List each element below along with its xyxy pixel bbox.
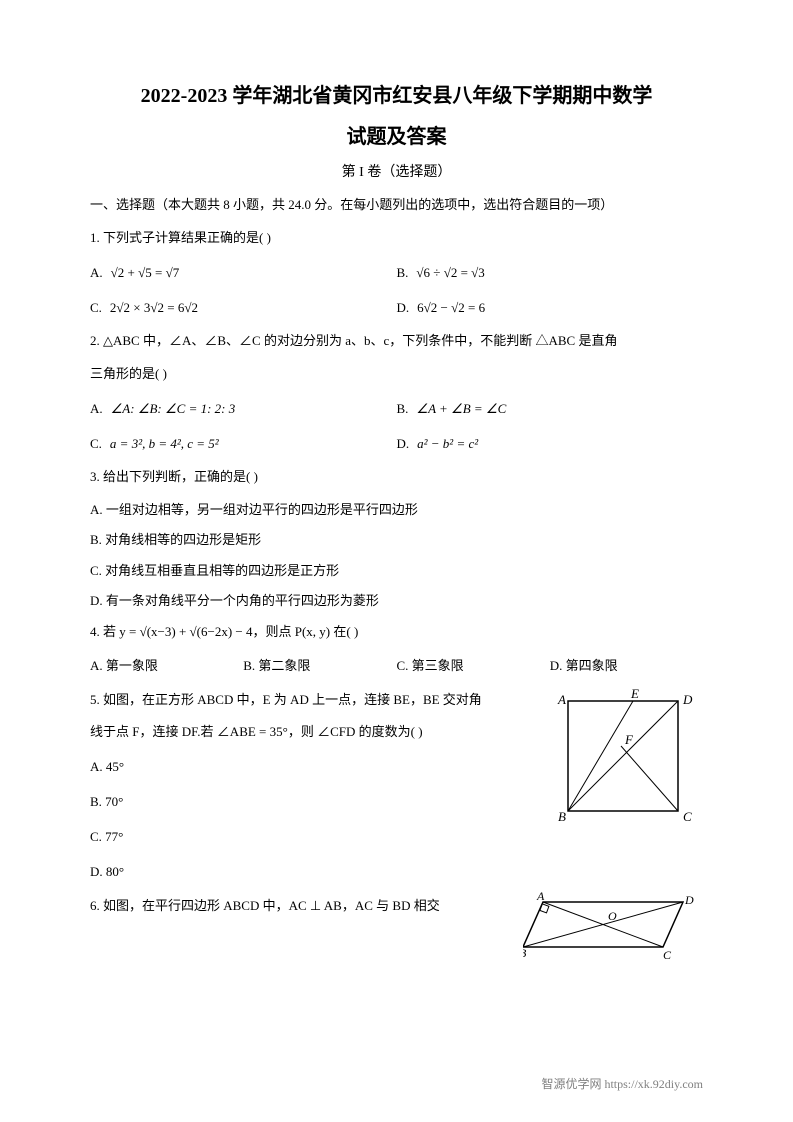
q3-stem: 3. 给出下列判断，正确的是( ) [90, 463, 703, 492]
q2-option-a: A.∠A: ∠B: ∠C = 1: 2: 3 [90, 393, 397, 424]
svg-text:B: B [523, 946, 527, 960]
q5-line1: 5. 如图，在正方形 ABCD 中，E 为 AD 上一点，连接 BE，BE 交对… [90, 686, 510, 715]
svg-text:A: A [557, 692, 566, 707]
q1-options-row2: C.2√2 × 3√2 = 6√2 D.6√2 − √2 = 6 [90, 292, 703, 323]
svg-text:F: F [624, 732, 634, 747]
footer: 智源优学网 https://xk.92diy.com [541, 1075, 703, 1092]
q1-stem: 1. 下列式子计算结果正确的是( ) [90, 224, 703, 253]
q2-option-b: B.∠A + ∠B = ∠C [397, 393, 704, 424]
q1-option-d: D.6√2 − √2 = 6 [397, 292, 704, 323]
q3-option-c: C. 对角线互相垂直且相等的四边形是正方形 [90, 557, 703, 586]
q1-option-a: A.√2 + √5 = √7 [90, 257, 397, 288]
q6-figure: A D B C O [523, 892, 703, 967]
title-line1: 2022-2023 学年湖北省黄冈市红安县八年级下学期期中数学 [90, 80, 703, 112]
q2-stem-pre: 2. △ABC 中，∠A、∠B、∠C 的对边分别为 a、b、c，下列条件中，不能… [90, 327, 703, 356]
q5-option-b: B. 70° [90, 786, 510, 817]
q2-options-row2: C.a = 3², b = 4², c = 5² D.a² − b² = c² [90, 428, 703, 459]
square-diagram-icon: A E D B C F [553, 686, 703, 826]
svg-text:A: A [536, 892, 545, 903]
section-label: 第 I 卷（选择题） [90, 161, 703, 181]
title-line2: 试题及答案 [90, 120, 703, 149]
q2-option-c: C.a = 3², b = 4², c = 5² [90, 428, 397, 459]
svg-text:O: O [608, 909, 617, 923]
q5-option-c: C. 77° [90, 821, 510, 852]
q1-option-c: C.2√2 × 3√2 = 6√2 [90, 292, 397, 323]
q4-option-c: C. 第三象限 [397, 650, 550, 681]
q5-option-d: D. 80° [90, 856, 510, 887]
q4-option-b: B. 第二象限 [243, 650, 396, 681]
q3-option-d: D. 有一条对角线平分一个内角的平行四边形为菱形 [90, 587, 703, 616]
q6-container: 6. 如图，在平行四边形 ABCD 中，AC ⊥ AB，AC 与 BD 相交 A… [90, 892, 703, 921]
q5-container: 5. 如图，在正方形 ABCD 中，E 为 AD 上一点，连接 BE，BE 交对… [90, 686, 703, 888]
svg-text:E: E [630, 686, 639, 701]
q5-line2: 线于点 F，连接 DF.若 ∠ABE = 35°，则 ∠CFD 的度数为( ) [90, 718, 510, 747]
svg-text:C: C [683, 809, 692, 824]
q4-options: A. 第一象限 B. 第二象限 C. 第三象限 D. 第四象限 [90, 650, 703, 681]
instruction: 一、选择题（本大题共 8 小题，共 24.0 分。在每小题列出的选项中，选出符合… [90, 193, 703, 216]
q3-option-a: A. 一组对边相等，另一组对边平行的四边形是平行四边形 [90, 496, 703, 525]
svg-text:D: D [682, 692, 693, 707]
q1-options-row1: A.√2 + √5 = √7 B.√6 ÷ √2 = √3 [90, 257, 703, 288]
parallelogram-diagram-icon: A D B C O [523, 892, 703, 962]
q5-option-a: A. 45° [90, 751, 510, 782]
svg-text:D: D [684, 893, 694, 907]
q1-option-b: B.√6 ÷ √2 = √3 [397, 257, 704, 288]
svg-text:B: B [558, 809, 566, 824]
svg-text:C: C [663, 948, 672, 962]
q4-stem: 4. 若 y = √(x−3) + √(6−2x) − 4，则点 P(x, y)… [90, 618, 703, 647]
q2-option-d: D.a² − b² = c² [397, 428, 704, 459]
q2-options-row1: A.∠A: ∠B: ∠C = 1: 2: 3 B.∠A + ∠B = ∠C [90, 393, 703, 424]
q6-stem: 6. 如图，在平行四边形 ABCD 中，AC ⊥ AB，AC 与 BD 相交 [90, 892, 490, 921]
q5-figure: A E D B C F [553, 686, 703, 831]
q2-stem-post: 三角形的是( ) [90, 360, 703, 389]
q4-option-a: A. 第一象限 [90, 650, 243, 681]
q4-option-d: D. 第四象限 [550, 650, 703, 681]
q3-option-b: B. 对角线相等的四边形是矩形 [90, 526, 703, 555]
q5-text: 5. 如图，在正方形 ABCD 中，E 为 AD 上一点，连接 BE，BE 交对… [90, 686, 510, 888]
